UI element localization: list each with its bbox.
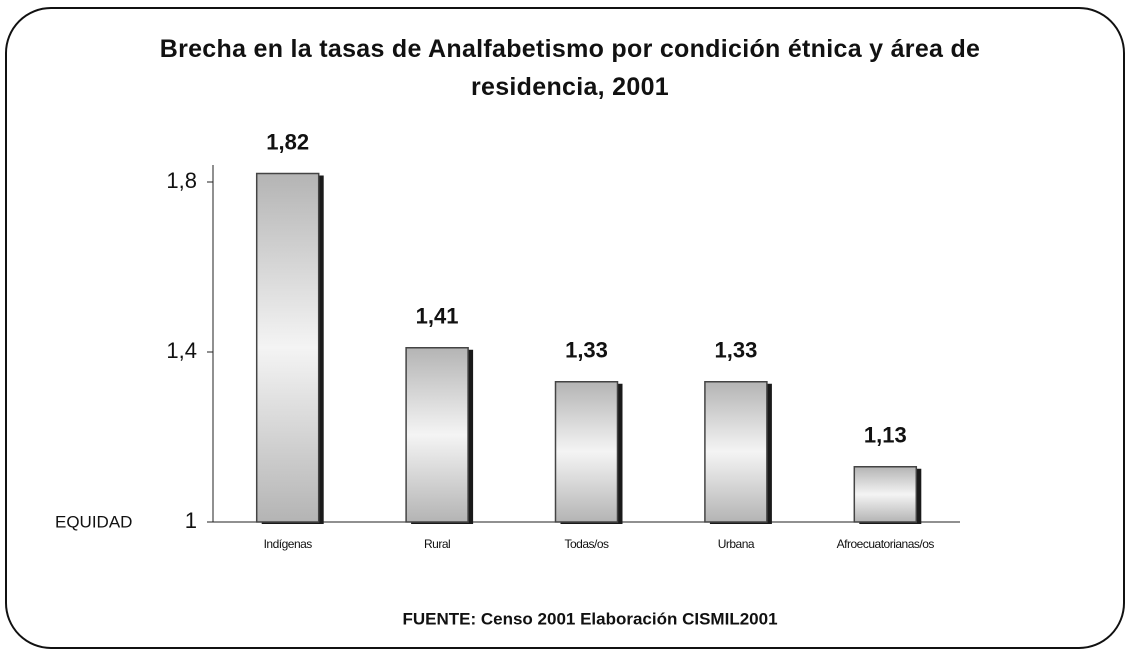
- x-tick-label: Rural: [424, 537, 450, 551]
- frame: [5, 7, 1125, 649]
- bar: [405, 347, 469, 523]
- value-label: 1,33: [565, 338, 608, 363]
- x-tick-label: Todas/os: [564, 537, 609, 551]
- chart-title: Brecha en la tasas de Analfabetismo por …: [159, 35, 981, 101]
- bar: [255, 172, 320, 523]
- bar: [704, 381, 768, 523]
- value-label: 1,41: [416, 304, 459, 329]
- x-tick-label: Indígenas: [264, 537, 313, 551]
- bar: [554, 381, 619, 523]
- bar: [853, 466, 918, 523]
- value-label: 1,33: [714, 338, 757, 363]
- source: FUENTE: Censo 2001 Elaboración CISMIL200…: [402, 609, 777, 628]
- value-label: 1,13: [864, 423, 907, 448]
- y-tick-label: 1,8: [166, 168, 197, 193]
- x-tick-label: Afroecuatorianas/os: [837, 537, 935, 551]
- x-tick-label: Urbana: [718, 537, 755, 551]
- value-label: 1,82: [266, 129, 309, 154]
- annotation: EQUIDAD: [55, 512, 132, 531]
- y-tick-label: 1,4: [166, 338, 197, 363]
- y-tick-label: 1: [185, 508, 197, 533]
